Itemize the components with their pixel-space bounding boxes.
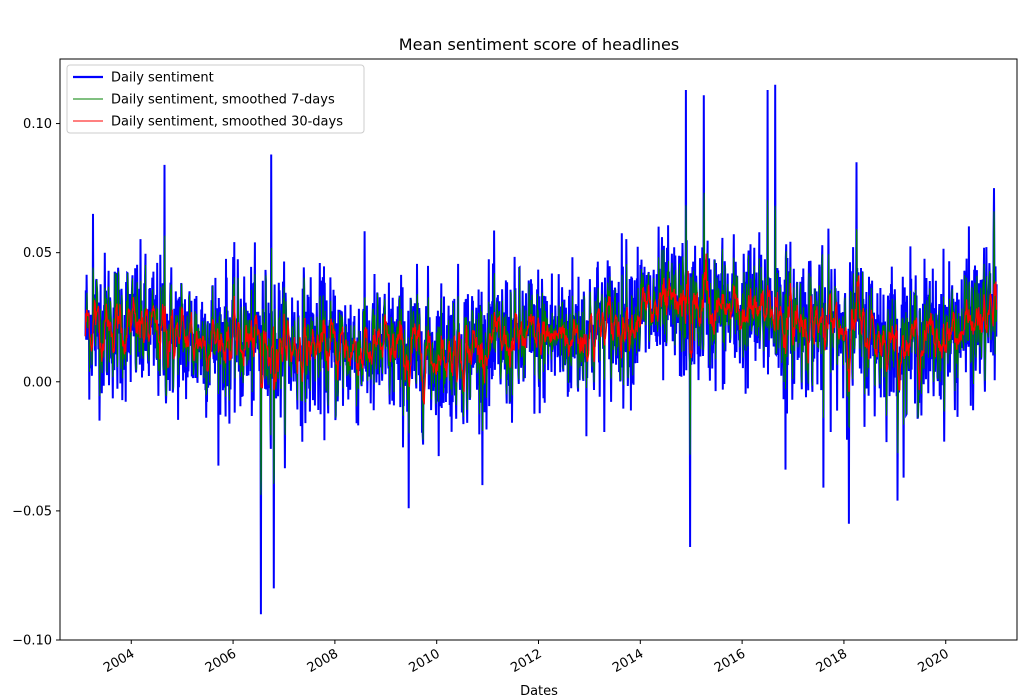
x-tick-label: 2014	[610, 646, 646, 676]
x-tick-label: 2006	[203, 646, 239, 676]
legend-label: Daily sentiment, smoothed 7-days	[111, 93, 335, 108]
chart-title: Mean sentiment score of headlines	[399, 35, 679, 54]
y-tick-label: −0.10	[12, 634, 52, 649]
x-tick-label: 2008	[305, 646, 341, 676]
x-tick-label: 2018	[814, 646, 850, 676]
x-tick-label: 2020	[916, 646, 952, 676]
y-tick-label: 0.00	[23, 375, 52, 390]
x-tick-label: 2016	[712, 646, 748, 676]
legend-label: Daily sentiment	[111, 71, 214, 86]
legend-label: Daily sentiment, smoothed 30-days	[111, 115, 343, 130]
x-axis: 2004 2006 2008 2010 2012 2014 2016 2018 2020	[101, 640, 952, 676]
x-axis-label: Dates	[520, 684, 558, 698]
y-tick-label: 0.05	[23, 246, 52, 261]
series-smoothed-30-days-line	[84, 253, 998, 405]
y-axis: −0.10 −0.05 0.00 0.05 0.10	[12, 117, 60, 649]
legend-box	[66, 64, 365, 134]
x-tick-label: 2004	[101, 646, 137, 676]
y-tick-label: −0.05	[12, 504, 52, 519]
x-tick-label: 2010	[407, 646, 443, 676]
y-tick-label: 0.10	[23, 117, 52, 132]
series-layer	[84, 84, 998, 615]
legend: Daily sentiment Daily sentiment, smoothed…	[66, 64, 365, 134]
x-tick-label: 2012	[508, 646, 544, 676]
